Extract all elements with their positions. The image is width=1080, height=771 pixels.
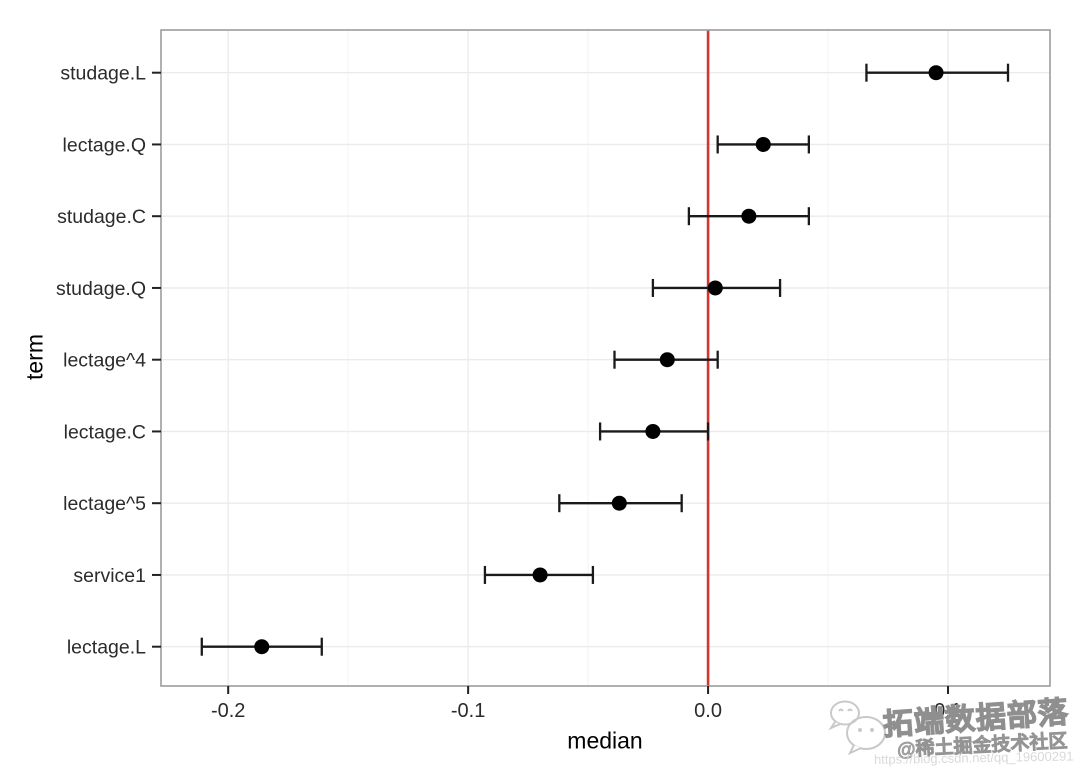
data-point: [254, 639, 270, 655]
data-point: [532, 567, 548, 583]
x-tick-label: -0.1: [451, 700, 485, 722]
y-tick-label: lectage.C: [64, 421, 146, 443]
y-tick-label: service1: [73, 565, 146, 587]
y-tick-label: lectage^5: [63, 493, 146, 515]
x-tick-label: 0.0: [694, 700, 722, 722]
y-tick-label: studage.Q: [56, 278, 146, 300]
y-tick-label: lectage.Q: [63, 134, 146, 156]
data-point: [659, 352, 675, 368]
data-point: [741, 208, 757, 224]
plot-panel: [161, 30, 1050, 686]
data-point: [707, 280, 723, 296]
y-tick-label: studage.C: [57, 206, 146, 228]
data-point: [611, 495, 627, 511]
y-axis-title: term: [21, 334, 48, 380]
data-point: [645, 423, 661, 439]
panel-border: [160, 29, 1051, 687]
y-tick-label: lectage^4: [63, 350, 146, 372]
x-axis-title: median: [567, 727, 643, 754]
x-tick-label: -0.2: [211, 700, 245, 722]
x-tick-label: 0.1: [934, 700, 962, 722]
y-tick-label: lectage.L: [67, 637, 146, 659]
data-point: [755, 136, 771, 152]
data-point: [928, 65, 944, 81]
y-tick-label: studage.L: [60, 63, 146, 85]
